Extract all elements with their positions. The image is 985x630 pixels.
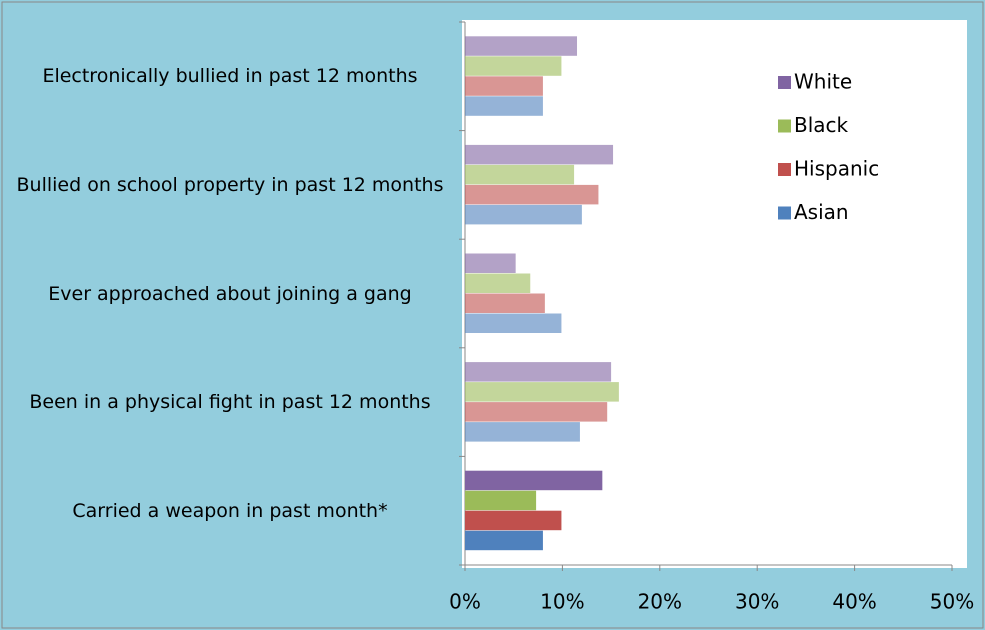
category-label: Bullied on school property in past 12 mo…: [16, 173, 444, 196]
bar: [465, 362, 612, 382]
bar: [465, 164, 575, 185]
legend-swatch: [778, 76, 791, 89]
bar: [465, 490, 537, 511]
bar: [465, 422, 580, 442]
legend-label: Black: [794, 113, 849, 137]
bar: [465, 510, 562, 531]
x-tick-label: 30%: [735, 590, 779, 614]
bar: [465, 313, 562, 333]
legend-label: Hispanic: [794, 157, 879, 181]
bar: [465, 530, 543, 551]
bar: [465, 293, 545, 313]
category-label: Been in a physical fight in past 12 mont…: [29, 391, 431, 414]
bar: [465, 36, 578, 56]
bar: [465, 56, 562, 76]
x-tick-label: 40%: [832, 590, 876, 614]
x-tick-label: 10%: [540, 590, 584, 614]
bar: [465, 273, 531, 293]
bar: [465, 76, 543, 96]
legend-label: White: [794, 70, 852, 94]
bar: [465, 184, 599, 205]
bar: [465, 96, 543, 116]
category-label: Electronically bullied in past 12 months: [42, 65, 418, 88]
bar: [465, 204, 582, 225]
x-tick-label: 50%: [930, 590, 974, 614]
legend-swatch: [778, 119, 791, 133]
bar: [465, 470, 603, 491]
legend-label: Asian: [794, 200, 849, 224]
bar: [465, 253, 516, 273]
bar: [465, 402, 608, 422]
x-tick-label: 20%: [638, 590, 682, 614]
bar: [465, 382, 619, 402]
legend-swatch: [778, 163, 791, 176]
category-label: Ever approached about joining a gang: [48, 282, 412, 305]
x-tick-label: 0%: [449, 590, 481, 614]
category-label: Carried a weapon in past month*: [72, 499, 388, 522]
legend-swatch: [778, 206, 791, 220]
bar: [465, 144, 614, 165]
